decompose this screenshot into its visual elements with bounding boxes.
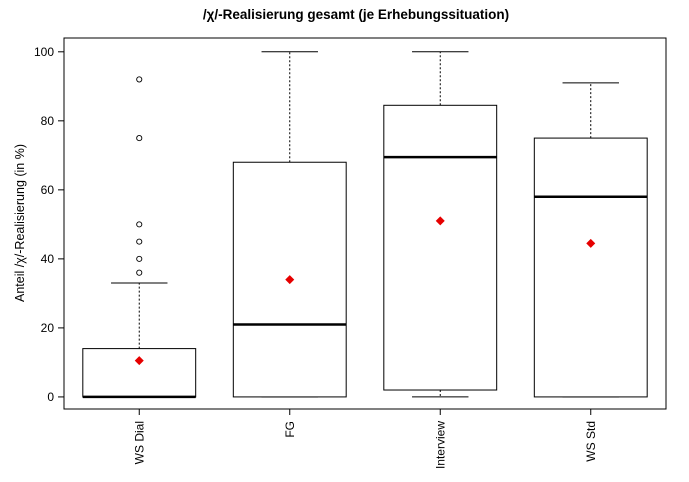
mean-marker: [134, 356, 144, 366]
outlier-point: [136, 135, 143, 142]
x-axis: WS Dial FG Interview WS Std: [132, 409, 598, 469]
chart-title: /χ/-Realisierung gesamt (je Erhebungssit…: [203, 7, 509, 22]
outlier-point: [136, 255, 143, 262]
mean-marker: [586, 238, 596, 248]
box: [82, 348, 197, 398]
outlier-point: [136, 269, 143, 276]
outlier-point: [136, 76, 143, 83]
box-group: [232, 51, 347, 398]
y-tick-label: 80: [41, 114, 55, 128]
y-axis-label: Anteil /χ/-Realisierung (in %): [13, 144, 27, 302]
outlier-point: [136, 238, 143, 245]
mean-marker: [435, 216, 445, 226]
y-tick-label: 60: [41, 183, 55, 197]
boxes-layer: [82, 51, 648, 399]
y-tick-label: 0: [47, 390, 54, 404]
x-tick-label: WS Dial: [132, 421, 146, 464]
y-axis: 0 20 40 60 80 100: [34, 45, 65, 404]
box: [533, 137, 648, 398]
mean-marker: [285, 275, 295, 285]
x-tick-label: FG: [283, 421, 297, 438]
box-group: [82, 76, 197, 399]
y-tick-label: 40: [41, 252, 55, 266]
box: [383, 104, 498, 391]
y-tick-label: 100: [34, 45, 54, 59]
y-tick-label: 20: [41, 321, 55, 335]
box-group: [533, 82, 648, 398]
x-tick-label: Interview: [433, 421, 447, 469]
box-group: [383, 51, 498, 398]
x-tick-label: WS Std: [584, 421, 598, 462]
outlier-point: [136, 221, 143, 228]
